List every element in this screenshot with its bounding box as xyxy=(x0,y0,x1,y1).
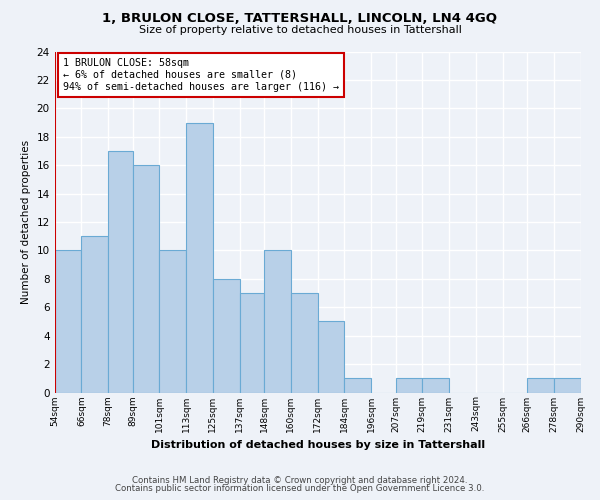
Bar xyxy=(395,378,422,392)
Text: Size of property relative to detached houses in Tattershall: Size of property relative to detached ho… xyxy=(139,25,461,35)
Bar xyxy=(133,165,160,392)
Bar xyxy=(527,378,554,392)
Bar xyxy=(160,250,186,392)
Bar xyxy=(82,236,108,392)
Text: Contains public sector information licensed under the Open Government Licence 3.: Contains public sector information licen… xyxy=(115,484,485,493)
X-axis label: Distribution of detached houses by size in Tattershall: Distribution of detached houses by size … xyxy=(151,440,485,450)
Bar xyxy=(422,378,449,392)
Bar xyxy=(186,122,213,392)
Y-axis label: Number of detached properties: Number of detached properties xyxy=(21,140,31,304)
Bar xyxy=(291,293,317,392)
Bar xyxy=(213,279,239,392)
Bar xyxy=(317,322,344,392)
Bar xyxy=(55,250,82,392)
Bar xyxy=(344,378,371,392)
Text: Contains HM Land Registry data © Crown copyright and database right 2024.: Contains HM Land Registry data © Crown c… xyxy=(132,476,468,485)
Bar xyxy=(239,293,264,392)
Bar xyxy=(108,151,133,392)
Text: 1 BRULON CLOSE: 58sqm
← 6% of detached houses are smaller (8)
94% of semi-detach: 1 BRULON CLOSE: 58sqm ← 6% of detached h… xyxy=(62,58,338,92)
Bar xyxy=(264,250,291,392)
Bar xyxy=(554,378,581,392)
Text: 1, BRULON CLOSE, TATTERSHALL, LINCOLN, LN4 4GQ: 1, BRULON CLOSE, TATTERSHALL, LINCOLN, L… xyxy=(103,12,497,26)
